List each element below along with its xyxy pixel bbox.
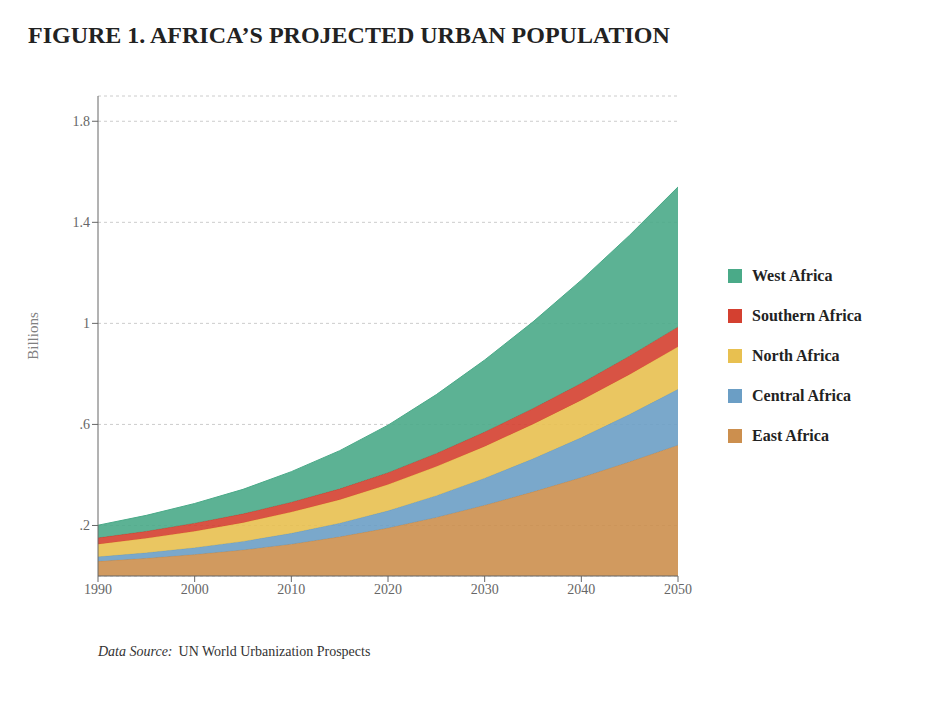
svg-text:2040: 2040 — [567, 582, 595, 597]
svg-text:2010: 2010 — [277, 582, 305, 597]
svg-text:1.4: 1.4 — [73, 215, 91, 230]
html-text:North Africa: North Africa — [752, 347, 840, 364]
html-text:Data Source: UN World Urbaniza: Data Source: UN World Urbanization Prosp… — [98, 644, 371, 659]
html-text:Central Africa: Central Africa — [752, 387, 852, 404]
svg-text:.2: .2 — [80, 518, 91, 533]
html-text:Southern Africa: Southern Africa — [752, 307, 862, 324]
svg-text:2000: 2000 — [181, 582, 209, 597]
html-text:West Africa: West Africa — [752, 267, 833, 284]
html-text:East Africa: East Africa — [752, 427, 829, 444]
svg-text:Billions: Billions — [25, 312, 41, 360]
svg-text:1990: 1990 — [84, 582, 112, 597]
svg-text:.6: .6 — [80, 417, 91, 432]
svg-text:1.8: 1.8 — [73, 114, 91, 129]
html-text:FIGURE 1. AFRICA’S PROJECTED U: FIGURE 1. AFRICA’S PROJECTED URBAN POPUL… — [28, 22, 670, 48]
svg-text:2030: 2030 — [471, 582, 499, 597]
svg-text:2050: 2050 — [664, 582, 692, 597]
svg-text:2020: 2020 — [374, 582, 402, 597]
svg-text:1: 1 — [83, 316, 90, 331]
